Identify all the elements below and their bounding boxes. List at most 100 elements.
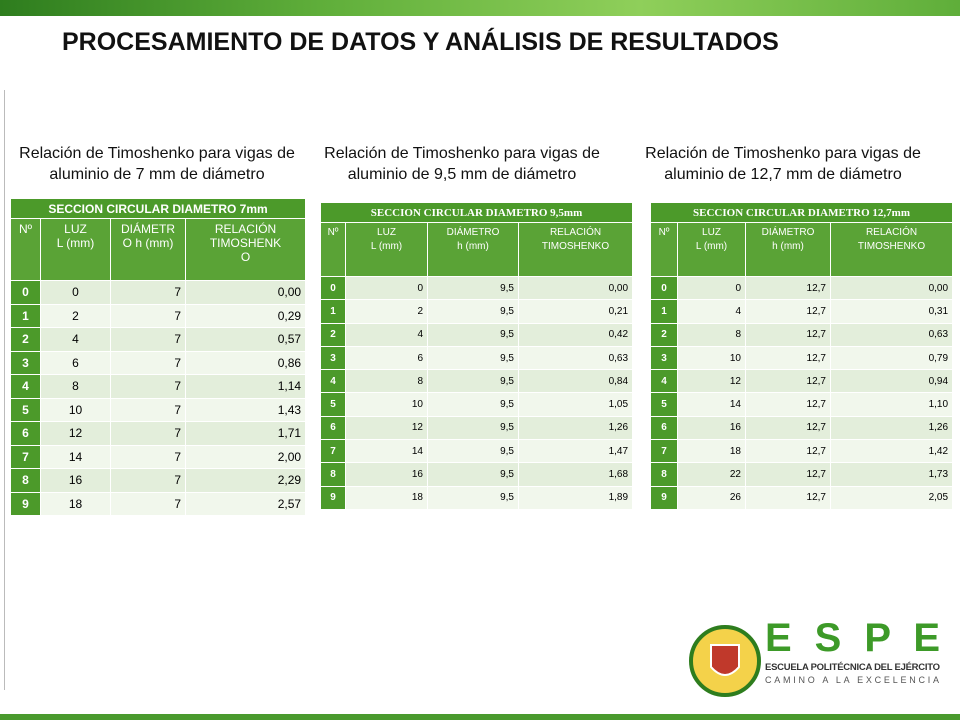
- data-row: 9 26 12,7 2,05: [650, 485, 954, 510]
- cell: 14: [345, 439, 428, 464]
- cell: 12: [345, 415, 428, 441]
- data-row: 1 2 7 0,29: [10, 303, 307, 328]
- column-header: Nº: [320, 222, 346, 277]
- cell: 1,73: [829, 462, 954, 487]
- cell: 0,63: [517, 345, 634, 371]
- header-line: TIMOSHENKO: [541, 241, 610, 252]
- cell: 0,42: [517, 322, 634, 347]
- cell: 22: [677, 462, 746, 487]
- cell: 12,7: [745, 392, 831, 417]
- row-number: 5: [650, 392, 678, 417]
- cell: 9,5: [427, 415, 519, 441]
- data-row: 7 14 7 2,00: [10, 444, 307, 469]
- column-header: Nº: [10, 218, 41, 281]
- cell: 9,5: [427, 322, 519, 347]
- cell: 0,57: [184, 327, 307, 352]
- cell: 2,00: [184, 444, 307, 469]
- cell: 1,14: [184, 374, 307, 399]
- cell: 0: [345, 275, 428, 301]
- row-number: 6: [650, 415, 678, 441]
- top-bar: [0, 0, 960, 16]
- logo-letters: E S P E: [765, 616, 940, 660]
- cell: 0,84: [517, 369, 634, 394]
- row-number: 7: [10, 444, 41, 469]
- cell: 2,05: [829, 485, 954, 510]
- frame-line: [4, 90, 5, 690]
- header-line: h (mm): [772, 241, 804, 252]
- row-number: 9: [650, 485, 678, 510]
- cell: 9,5: [427, 299, 519, 324]
- row-number: 4: [10, 374, 41, 399]
- cell: 12,7: [745, 299, 831, 324]
- header-line: RELACIÓN: [549, 227, 602, 238]
- cell: 12,7: [745, 345, 831, 371]
- shield: [710, 644, 740, 676]
- column-header: RELACIÓN TIMOSHENKO: [517, 222, 634, 277]
- cell: 9,5: [427, 369, 519, 394]
- cell: 16: [345, 462, 428, 487]
- cell: 4: [677, 299, 746, 324]
- data-row: 0 0 7 0,00: [10, 280, 307, 305]
- cell: 1,10: [829, 392, 954, 417]
- title-row: SECCION CIRCULAR DIAMETRO 7mm: [9, 198, 307, 219]
- cell: 7: [110, 397, 186, 422]
- cell: 7: [110, 444, 186, 469]
- cell: 7: [110, 491, 186, 516]
- row-number: 5: [10, 397, 41, 422]
- cell: 4: [345, 322, 428, 347]
- row-number: 0: [10, 280, 41, 305]
- cell: 7: [110, 468, 186, 493]
- data-row: 6 12 9,5 1,26: [320, 415, 634, 441]
- data-row: 2 8 12,7 0,63: [650, 322, 954, 347]
- cell: 18: [345, 485, 428, 510]
- header-line: DIÁMETRO: [761, 227, 815, 238]
- row-number: 3: [650, 345, 678, 371]
- cell: 1,42: [829, 439, 954, 464]
- cell: 2,29: [184, 468, 307, 493]
- data-row: 4 8 7 1,14: [10, 374, 307, 399]
- cell: 0,86: [184, 350, 307, 375]
- row-number: 1: [10, 303, 41, 328]
- column-header: DIÁMETRO h (mm): [427, 222, 519, 277]
- cell: 12,7: [745, 415, 831, 441]
- cell: 7: [110, 421, 186, 446]
- row-number: 2: [650, 322, 678, 347]
- data-row: 1 2 9,5 0,21: [320, 299, 634, 324]
- data-row: 3 6 7 0,86: [10, 350, 307, 375]
- cell: 9,5: [427, 275, 519, 301]
- data-row: 9 18 9,5 1,89: [320, 485, 634, 510]
- row-number: 8: [650, 462, 678, 487]
- cell: 8: [40, 374, 111, 399]
- cell: 0: [677, 275, 746, 301]
- data-row: 5 14 12,7 1,10: [650, 392, 954, 417]
- row-number: 2: [10, 327, 41, 352]
- data-row: 2 4 7 0,57: [10, 327, 307, 352]
- cell: 0: [40, 280, 111, 305]
- caption: Relación de Timoshenko para vigas de alu…: [19, 145, 295, 183]
- data-row: 6 16 12,7 1,26: [650, 415, 954, 441]
- cell: 6: [40, 350, 111, 375]
- header-line: Nº: [658, 227, 670, 238]
- cell: 0,31: [829, 299, 954, 324]
- data-row: 8 16 7 2,29: [10, 468, 307, 493]
- header-line: DIÁMETR: [121, 222, 175, 236]
- header-line: h (mm): [457, 241, 489, 252]
- row-number: 8: [320, 462, 346, 487]
- cell: 9,5: [427, 485, 519, 510]
- data-table: SECCION CIRCULAR DIAMETRO 9,5mm Nº LUZ L (m…: [319, 202, 634, 510]
- row-number: 0: [650, 275, 678, 301]
- data-row: 4 8 9,5 0,84: [320, 369, 634, 394]
- cell: 1,89: [517, 485, 634, 510]
- cell: 16: [677, 415, 746, 441]
- column-header: DIÁMETRO h (mm): [745, 222, 831, 277]
- data-row: 5 10 9,5 1,05: [320, 392, 634, 417]
- title-row: SECCION CIRCULAR DIAMETRO 9,5mm: [319, 202, 634, 223]
- cell: 12,7: [745, 439, 831, 464]
- row-number: 5: [320, 392, 346, 417]
- logo-motto: CAMINO A LA EXCELENCIA: [765, 675, 940, 685]
- table-title: SECCION CIRCULAR DIAMETRO 12,7mm: [649, 202, 954, 223]
- row-number: 6: [320, 415, 346, 441]
- header-line: RELACIÓN: [865, 227, 918, 238]
- column-header: LUZ L (mm): [40, 218, 111, 281]
